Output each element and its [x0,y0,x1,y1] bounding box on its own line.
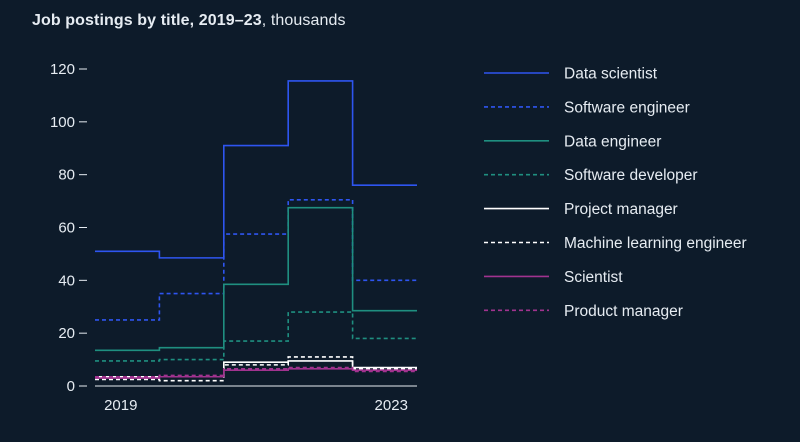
legend-label: Data engineer [564,133,661,150]
legend-label: Project manager [564,201,678,218]
chart-title: Job postings by title, 2019–23, thousand… [32,12,346,30]
legend-label: Scientist [564,269,623,286]
y-tick-label: 100 [50,114,75,131]
y-tick-label: 120 [50,61,75,78]
x-tick-label: 2023 [375,397,408,414]
series-line [95,366,417,378]
series-line [95,311,417,362]
x-axis: 2019 2023 [95,385,417,414]
y-tick-label: 0 [67,378,75,395]
y-axis: 0 20 40 60 80 100 120 [50,61,87,395]
chart-title-main: Job postings by title, 2019–23 [32,12,262,29]
y-tick-label: 40 [58,272,75,289]
series-lines [95,80,417,382]
chart-title-unit: , thousands [261,12,346,29]
legend-label: Product manager [564,303,683,320]
y-tick-label: 80 [58,167,75,184]
series-line [95,198,417,321]
legend-label: Machine learning engineer [564,235,747,252]
series-line [95,356,417,382]
series-line [95,206,417,352]
legend-label: Data scientist [564,66,658,83]
y-tick-label: 60 [58,220,75,237]
x-tick-label: 2019 [104,397,137,414]
legend-label: Software engineer [564,99,690,116]
legend-label: Software developer [564,167,698,184]
legend: Data scientist Software engineer Data engi… [484,66,747,320]
y-tick-label: 20 [58,325,75,342]
series-line [95,80,417,259]
